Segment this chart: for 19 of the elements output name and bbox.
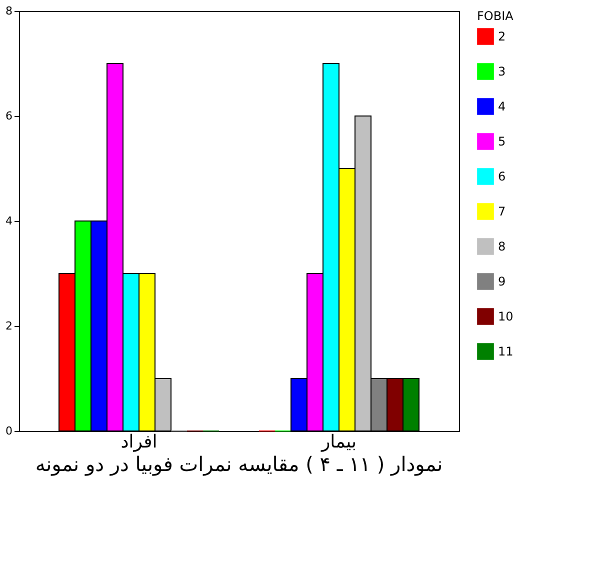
y-tick-label: 8: [6, 4, 12, 18]
legend-label: 6: [498, 170, 506, 184]
legend-label: 10: [498, 310, 514, 324]
y-tick-label: 0: [6, 424, 12, 438]
y-tick-label: 2: [6, 320, 12, 332]
legend-label: 7: [498, 204, 506, 218]
legend-label: 11: [498, 344, 514, 358]
legend-label: 9: [498, 274, 506, 288]
legend-label: 2: [498, 30, 506, 44]
x-tick-label: افراد: [120, 432, 158, 452]
legend-label: 4: [498, 100, 506, 114]
legend-label: 3: [498, 64, 506, 78]
legend-title: FOBIA: [477, 9, 514, 23]
text: نمودار ( ۱۱ ـ ۴ ) مقایسه نمرات فوبیا در دو نمونه: [35, 452, 443, 476]
y-tick-label: 4: [6, 214, 12, 228]
y-tick-label: 6: [6, 110, 12, 122]
legend-label: 5: [498, 134, 506, 148]
x-tick-label: بیمار: [320, 432, 357, 452]
legend-label: 8: [498, 240, 506, 254]
